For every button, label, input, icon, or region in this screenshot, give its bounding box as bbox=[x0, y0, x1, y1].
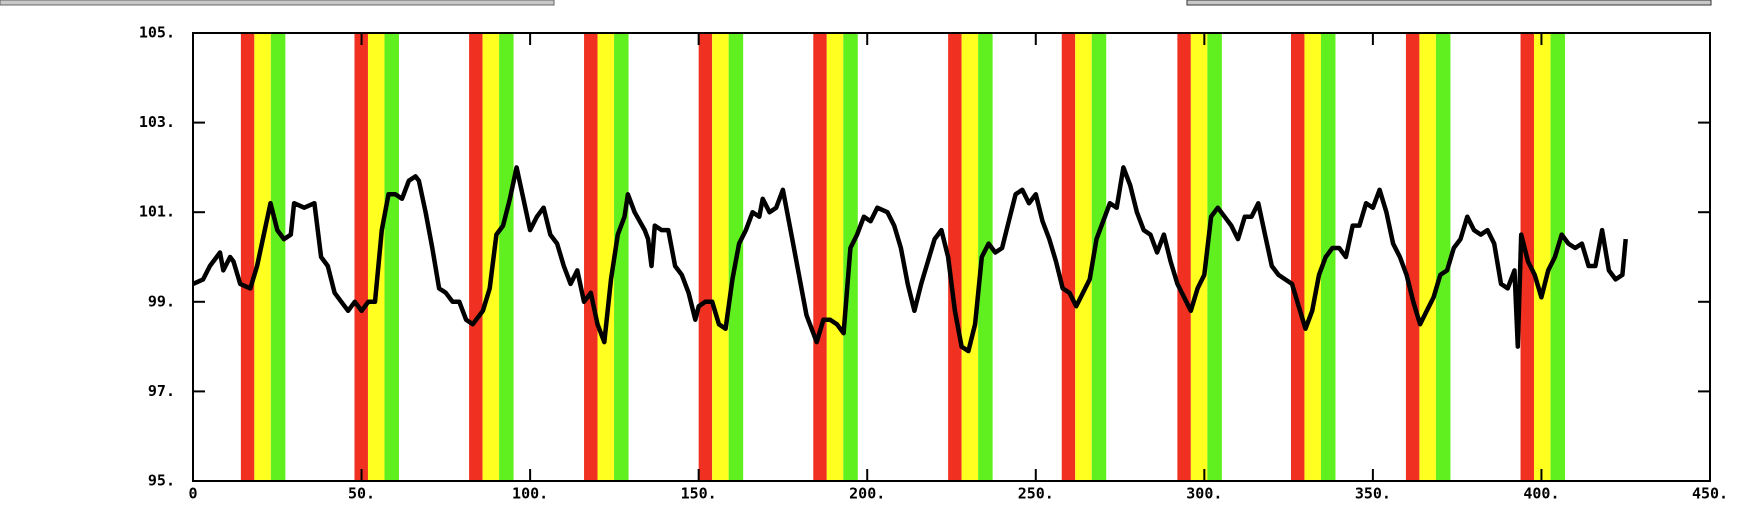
band bbox=[1207, 33, 1222, 481]
band bbox=[1091, 33, 1107, 481]
band bbox=[1304, 33, 1321, 481]
band bbox=[354, 33, 368, 481]
band bbox=[1405, 33, 1420, 481]
y-tick-label: 101. bbox=[139, 203, 175, 221]
band bbox=[1177, 33, 1191, 481]
x-tick-label: 400. bbox=[1523, 485, 1559, 503]
band bbox=[961, 33, 979, 481]
y-tick-label: 105. bbox=[139, 24, 175, 42]
band bbox=[254, 33, 271, 481]
band bbox=[1061, 33, 1076, 481]
toolbar-right bbox=[1186, 0, 1712, 6]
y-tick-label: 99. bbox=[148, 292, 175, 310]
band bbox=[978, 33, 993, 481]
toolbar-left bbox=[0, 0, 555, 6]
band bbox=[614, 33, 629, 481]
band bbox=[948, 33, 962, 481]
band bbox=[1190, 33, 1208, 481]
y-tick-label: 95. bbox=[148, 472, 175, 490]
band bbox=[1075, 33, 1092, 481]
band bbox=[1534, 33, 1551, 481]
y-tick-label: 103. bbox=[139, 113, 175, 131]
x-tick-label: 450. bbox=[1692, 485, 1728, 503]
band bbox=[1290, 33, 1305, 481]
band bbox=[712, 33, 729, 481]
x-tick-label: 350. bbox=[1355, 485, 1391, 503]
band bbox=[813, 33, 827, 481]
y-tick-label: 97. bbox=[148, 382, 175, 400]
band bbox=[826, 33, 844, 481]
x-tick-label: 150. bbox=[681, 485, 717, 503]
band bbox=[270, 33, 286, 481]
band bbox=[597, 33, 615, 481]
x-tick-label: 300. bbox=[1186, 485, 1222, 503]
band bbox=[482, 33, 500, 481]
x-tick-label: 0 bbox=[188, 485, 197, 503]
x-tick-label: 200. bbox=[849, 485, 885, 503]
x-tick-label: 50. bbox=[348, 485, 375, 503]
band bbox=[698, 33, 713, 481]
band bbox=[367, 33, 385, 481]
band bbox=[1550, 33, 1566, 481]
plot-frame bbox=[192, 32, 1711, 482]
band bbox=[240, 33, 255, 481]
x-tick-label: 250. bbox=[1018, 485, 1054, 503]
band bbox=[584, 33, 598, 481]
bands bbox=[240, 33, 1566, 481]
data-line bbox=[192, 165, 1628, 354]
band bbox=[1435, 33, 1451, 481]
band bbox=[384, 33, 399, 481]
band bbox=[1419, 33, 1436, 481]
plot: 95. 97. 99. 101. 103. 105. 0 50. 100. 150. 200. 250… bbox=[139, 24, 1728, 503]
band bbox=[499, 33, 514, 481]
band bbox=[469, 33, 483, 481]
x-tick-label: 100. bbox=[512, 485, 548, 503]
